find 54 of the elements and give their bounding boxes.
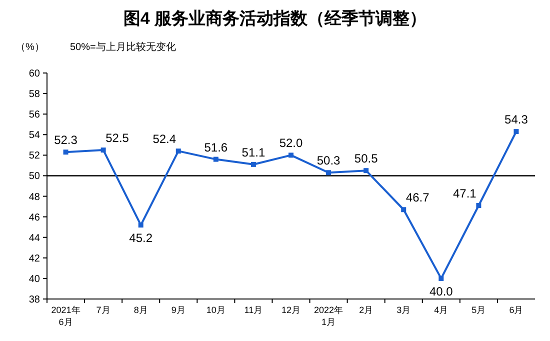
point <box>250 162 256 167</box>
data-label: 52.3 <box>54 133 78 148</box>
data-label: 46.7 <box>406 190 430 205</box>
x-tick-label: 2月 <box>359 305 374 315</box>
data-label: 50.3 <box>316 154 341 168</box>
data-label: 52.0 <box>279 136 303 150</box>
point <box>138 222 144 228</box>
y-tick-label: 56 <box>28 110 40 121</box>
x-tick-label: 2021年 6月 <box>51 305 80 327</box>
x-tick-label: 6月 <box>509 305 524 315</box>
data-label: 45.2 <box>129 231 153 246</box>
x-tick-label: 2022年 1月 <box>314 305 344 327</box>
data-label: 50.5 <box>354 152 378 166</box>
data-label: 52.5 <box>106 131 130 146</box>
chart-title: 图4 服务业商务活动指数（经季节调整） <box>123 9 427 28</box>
y-tick-label: 50 <box>28 171 40 182</box>
y-tick-label: 38 <box>28 294 40 306</box>
x-tick-label: 11月 <box>244 305 263 315</box>
data-label: 47.1 <box>453 186 477 201</box>
x-tick-label: 7月 <box>96 305 110 315</box>
y-tick-label: 46 <box>28 212 40 224</box>
data-label: 51.6 <box>204 140 228 154</box>
y-tick-label: 42 <box>28 253 40 264</box>
point <box>438 276 444 281</box>
point <box>213 156 218 162</box>
point <box>326 170 332 176</box>
point <box>63 150 68 155</box>
x-tick-label: 9月 <box>171 305 186 315</box>
data-label: 40.0 <box>429 284 454 298</box>
data-label: 54.3 <box>504 112 528 127</box>
text: 50%=与上月比较无变化 <box>70 41 176 53</box>
y-tick-label: 60 <box>28 68 40 80</box>
point <box>401 207 406 212</box>
x-tick-label: 5月 <box>472 305 486 315</box>
point <box>364 168 369 174</box>
x-tick-label: 4月 <box>434 305 448 315</box>
point <box>100 148 106 153</box>
data-label: 51.1 <box>242 145 266 160</box>
x-tick-label: 10月 <box>206 305 226 315</box>
x-tick-label: 3月 <box>396 305 411 315</box>
y-tick-label: 40 <box>28 274 40 285</box>
y-tick-label: 54 <box>28 130 40 142</box>
y-tick-label: 58 <box>28 89 40 100</box>
point <box>176 148 181 154</box>
y-tick-label: 48 <box>28 192 40 203</box>
y-tick-label: 52 <box>28 150 40 162</box>
x-tick-label: 12月 <box>281 305 301 315</box>
y-tick-label: 44 <box>28 232 40 244</box>
y-axis-title: （%） <box>16 42 44 53</box>
point <box>514 129 519 134</box>
point <box>288 152 294 158</box>
data-label: 52.4 <box>152 132 176 146</box>
point <box>476 203 482 208</box>
x-tick-label: 8月 <box>134 305 148 315</box>
